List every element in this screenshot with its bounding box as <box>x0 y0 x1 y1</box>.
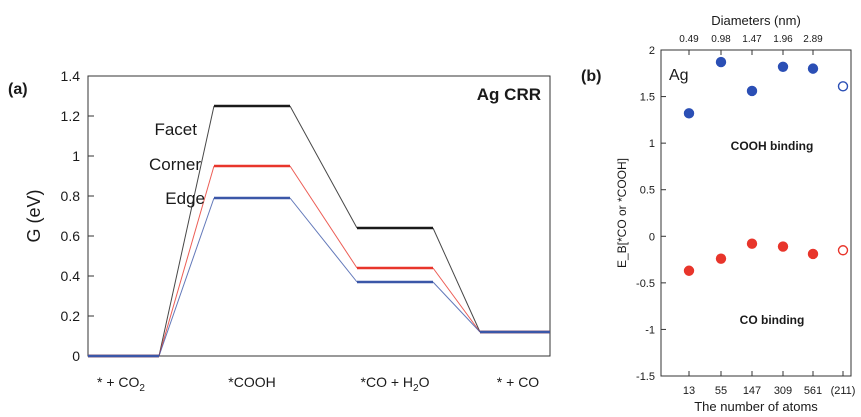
series-label: CO binding <box>740 313 805 327</box>
data-point <box>777 61 789 72</box>
x-tick-label: 55 <box>715 385 727 397</box>
data-point <box>746 85 758 97</box>
data-point <box>715 253 727 264</box>
data-point <box>715 56 727 68</box>
data-point <box>807 248 819 260</box>
transition-segment <box>289 105 358 229</box>
transition-segment <box>158 105 215 357</box>
y-tick-label: 1 <box>649 138 655 150</box>
transition-segment <box>158 197 215 357</box>
transition-segment <box>432 267 481 333</box>
series-label: Corner <box>149 155 201 174</box>
panel-b-y-axis: -1.5 -1 -0.5 0 0.5 1 1.5 2 <box>636 45 666 383</box>
series-facet: Facet <box>88 104 550 358</box>
panel-b-ylabel: E_B[*CO or *COOH] <box>615 158 629 268</box>
panel-a-title: Ag CRR <box>477 85 541 104</box>
y-tick-label: 2 <box>649 45 655 57</box>
panel-a-ylabel: G (eV) <box>24 189 44 242</box>
panel-a-series: Facet Corner Edge <box>88 104 550 358</box>
y-tick-label: 1.5 <box>640 92 655 104</box>
series-cooh-binding: COOH binding <box>683 56 849 153</box>
y-tick-label: 0 <box>649 231 655 243</box>
panel-a-x-axis: * + CO2 *COOH *CO + H2O * + CO <box>97 374 539 394</box>
panel-b-top-axis: 0.49 0.98 1.47 1.96 2.89 <box>679 34 823 55</box>
data-point <box>777 241 789 252</box>
y-tick-label: 0.2 <box>61 308 81 324</box>
y-tick-label: 0 <box>72 348 80 364</box>
transition-segment <box>432 227 481 333</box>
y-tick-label: -1 <box>645 324 655 336</box>
x-tick-label: 13 <box>683 385 695 397</box>
y-tick-label: -0.5 <box>636 278 655 290</box>
y-tick-label: 1.4 <box>61 68 81 84</box>
x-tick-label: 147 <box>743 385 761 397</box>
series-edge: Edge <box>88 189 550 358</box>
data-point <box>683 265 695 276</box>
series-label: Facet <box>154 120 197 139</box>
y-tick-label: -1.5 <box>636 371 655 383</box>
data-point <box>837 245 849 256</box>
y-tick-label: 0.8 <box>61 188 81 204</box>
panel-a-y-axis: 0 0.2 0.4 0.6 0.8 1 1.2 1.4 <box>61 68 94 364</box>
y-tick-label: 0.6 <box>61 228 81 244</box>
panel-a: (a) Ag CRR G (eV) 0 0.2 0.4 0.6 0.8 1 1.2 1.4 *… <box>8 68 551 394</box>
transition-segment <box>289 197 358 283</box>
data-point <box>807 63 819 74</box>
panel-b-series: COOH binding CO binding <box>683 56 849 327</box>
x-tick-label: 561 <box>804 385 822 397</box>
x-tick-label: (211) <box>831 385 856 397</box>
panel-b-frame <box>660 49 852 377</box>
data-point <box>683 108 695 119</box>
series-corner: Corner <box>88 155 550 358</box>
x-tick-label: 309 <box>774 385 792 397</box>
data-point <box>746 238 758 249</box>
top-tick-label: 1.47 <box>742 34 762 45</box>
y-tick-label: 1 <box>72 148 80 164</box>
x-tick-label: * + CO <box>497 374 540 390</box>
series-co-binding: CO binding <box>683 238 849 327</box>
panel-a-frame <box>87 75 551 357</box>
data-point <box>837 81 849 92</box>
panel-b-x-axis: 13 55 147 309 561 (211) <box>683 371 856 397</box>
top-tick-label: 1.96 <box>773 34 793 45</box>
top-tick-label: 0.49 <box>679 34 699 45</box>
panel-a-label: (a) <box>8 81 28 98</box>
x-tick-label: *COOH <box>228 374 275 390</box>
panel-b-x2label: Diameters (nm) <box>711 13 801 28</box>
transition-segment <box>289 165 358 269</box>
panel-b-xlabel: The number of atoms <box>694 399 818 414</box>
top-tick-label: 2.89 <box>803 34 823 45</box>
y-tick-label: 0.5 <box>640 185 655 197</box>
series-label: COOH binding <box>731 139 814 153</box>
panel-b: (b) Ag Diameters (nm) The number of atom… <box>581 13 855 414</box>
transition-segment <box>158 165 215 357</box>
x-tick-label: *CO + H2O <box>361 374 430 394</box>
y-tick-label: 0.4 <box>61 268 81 284</box>
transition-segment <box>432 281 481 333</box>
panel-b-annotation: Ag <box>669 67 689 84</box>
y-tick-label: 1.2 <box>61 108 81 124</box>
top-tick-label: 0.98 <box>711 34 731 45</box>
panel-b-label: (b) <box>581 68 601 85</box>
series-label: Edge <box>165 189 205 208</box>
x-tick-label: * + CO2 <box>97 374 145 394</box>
